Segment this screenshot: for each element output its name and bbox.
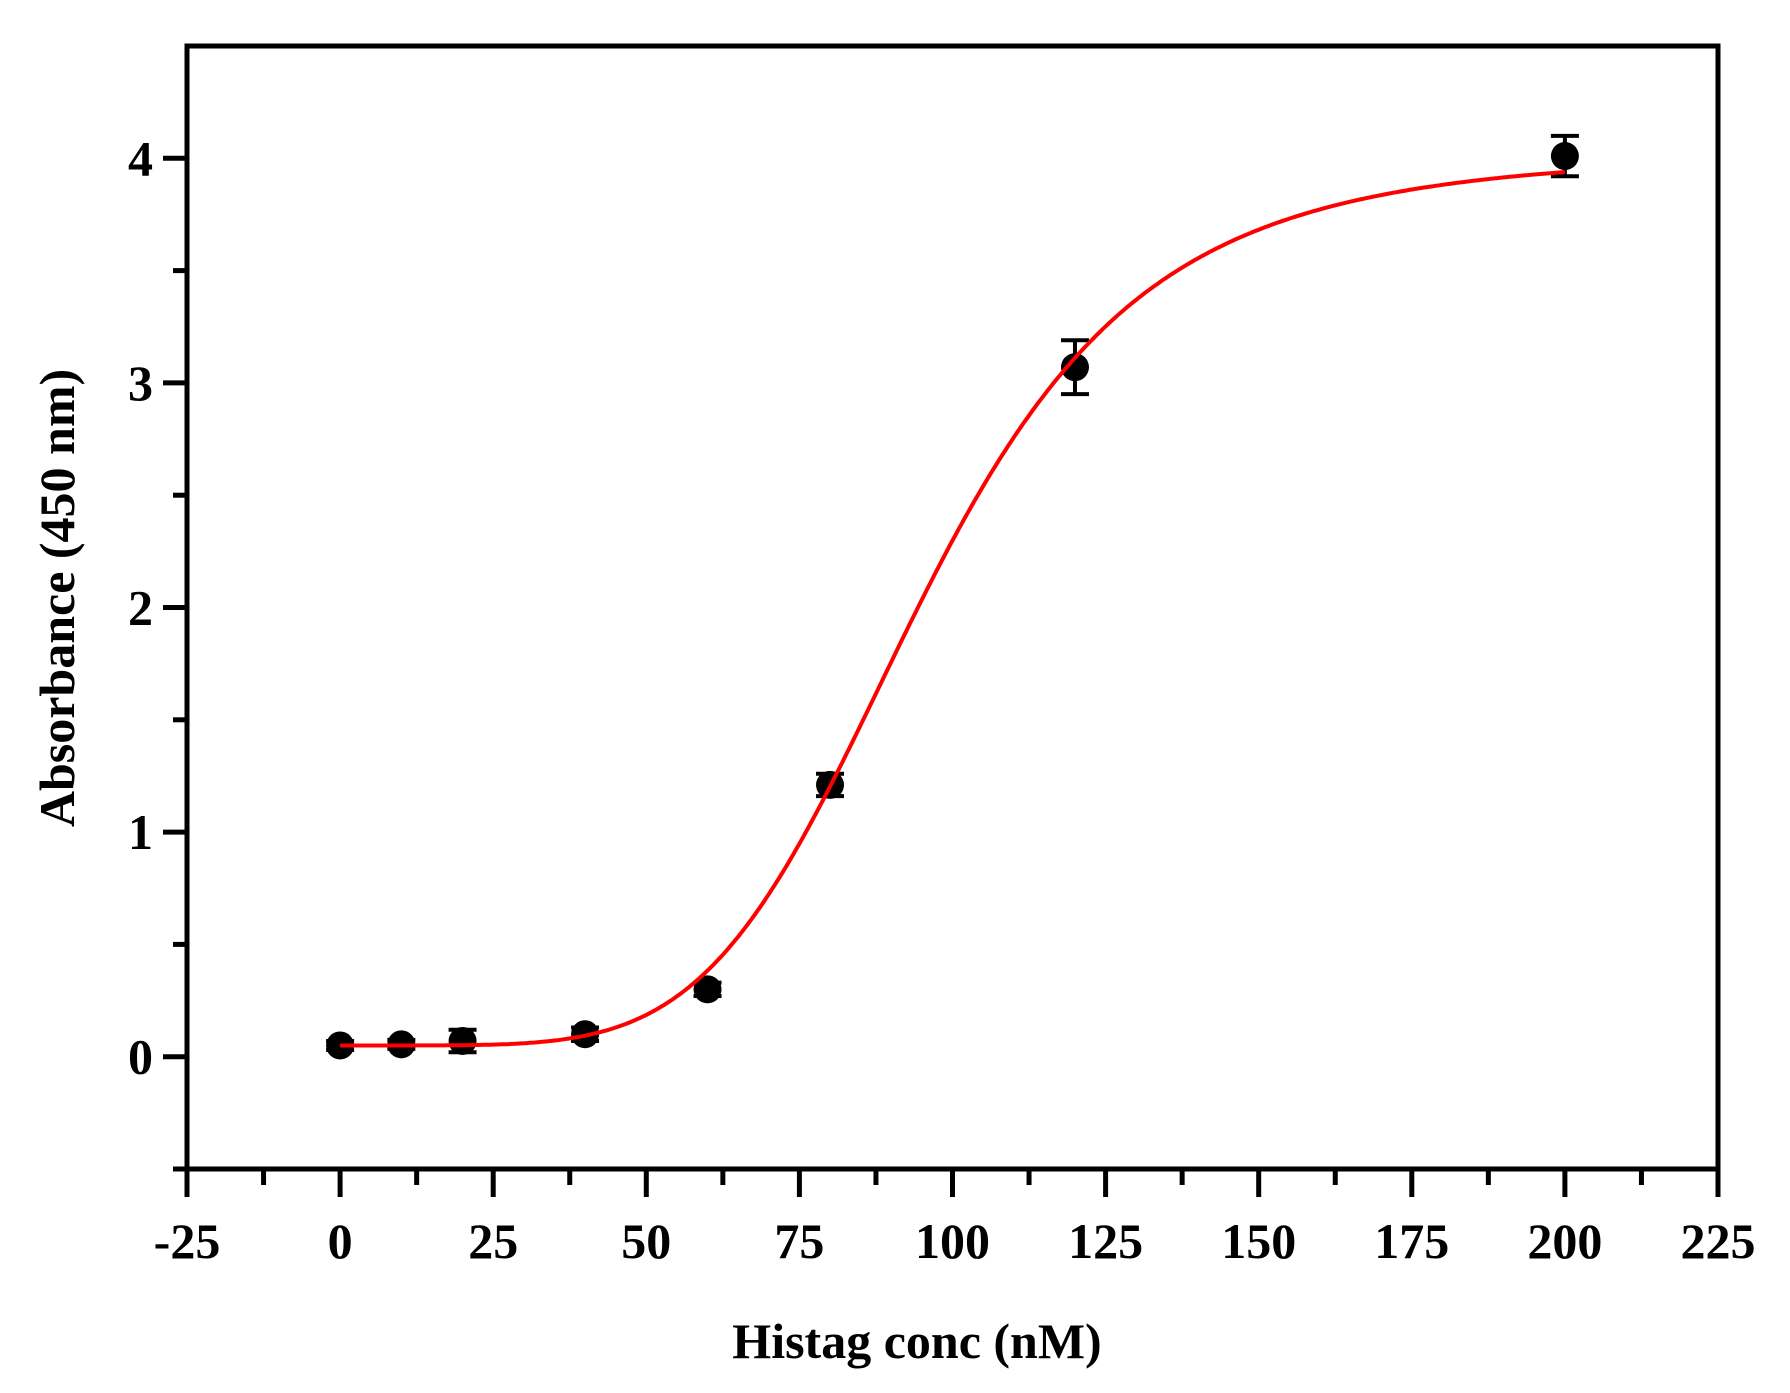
x-tick-label: -25 bbox=[154, 1213, 221, 1269]
y-tick-label: 0 bbox=[128, 1029, 153, 1085]
x-tick-label: 125 bbox=[1068, 1213, 1143, 1269]
axes bbox=[184, 43, 1721, 1172]
data-point bbox=[448, 1026, 477, 1055]
filled-circle-marker bbox=[693, 975, 722, 1004]
filled-circle-marker bbox=[1060, 353, 1089, 382]
x-tick-label: 50 bbox=[621, 1213, 671, 1269]
fit-curve bbox=[340, 170, 1566, 1048]
x-tick-label: 0 bbox=[328, 1213, 353, 1269]
data-point bbox=[1060, 338, 1089, 397]
y-tick-label: 3 bbox=[128, 355, 153, 411]
x-tick-label: 225 bbox=[1681, 1213, 1756, 1269]
y-tick-label: 2 bbox=[128, 580, 153, 636]
data-point bbox=[1550, 133, 1579, 179]
y-axis-ticks: 0 1 2 3 4 bbox=[128, 130, 187, 1172]
x-tick-label: 200 bbox=[1527, 1213, 1602, 1269]
x-tick-label: 150 bbox=[1221, 1213, 1296, 1269]
x-tick-label: 100 bbox=[915, 1213, 990, 1269]
x-tick-label: 175 bbox=[1374, 1213, 1449, 1269]
y-axis-title: Absorbance (450 nm) bbox=[29, 369, 85, 827]
x-tick-label: 25 bbox=[468, 1213, 518, 1269]
data-points bbox=[326, 133, 1579, 1060]
data-point bbox=[693, 975, 722, 1004]
x-axis-title: Histag conc (nM) bbox=[732, 1313, 1101, 1369]
filled-circle-marker bbox=[1550, 142, 1579, 171]
fit-line bbox=[340, 170, 1566, 1048]
y-tick-label: 1 bbox=[128, 804, 153, 860]
filled-circle-marker bbox=[448, 1026, 477, 1055]
x-tick-label: 75 bbox=[774, 1213, 824, 1269]
plot-frame bbox=[184, 43, 1721, 1172]
x-axis-ticks: -25 0 25 50 75 100 125 150 175 200 225 bbox=[154, 1169, 1756, 1269]
y-tick-label: 4 bbox=[128, 130, 153, 186]
